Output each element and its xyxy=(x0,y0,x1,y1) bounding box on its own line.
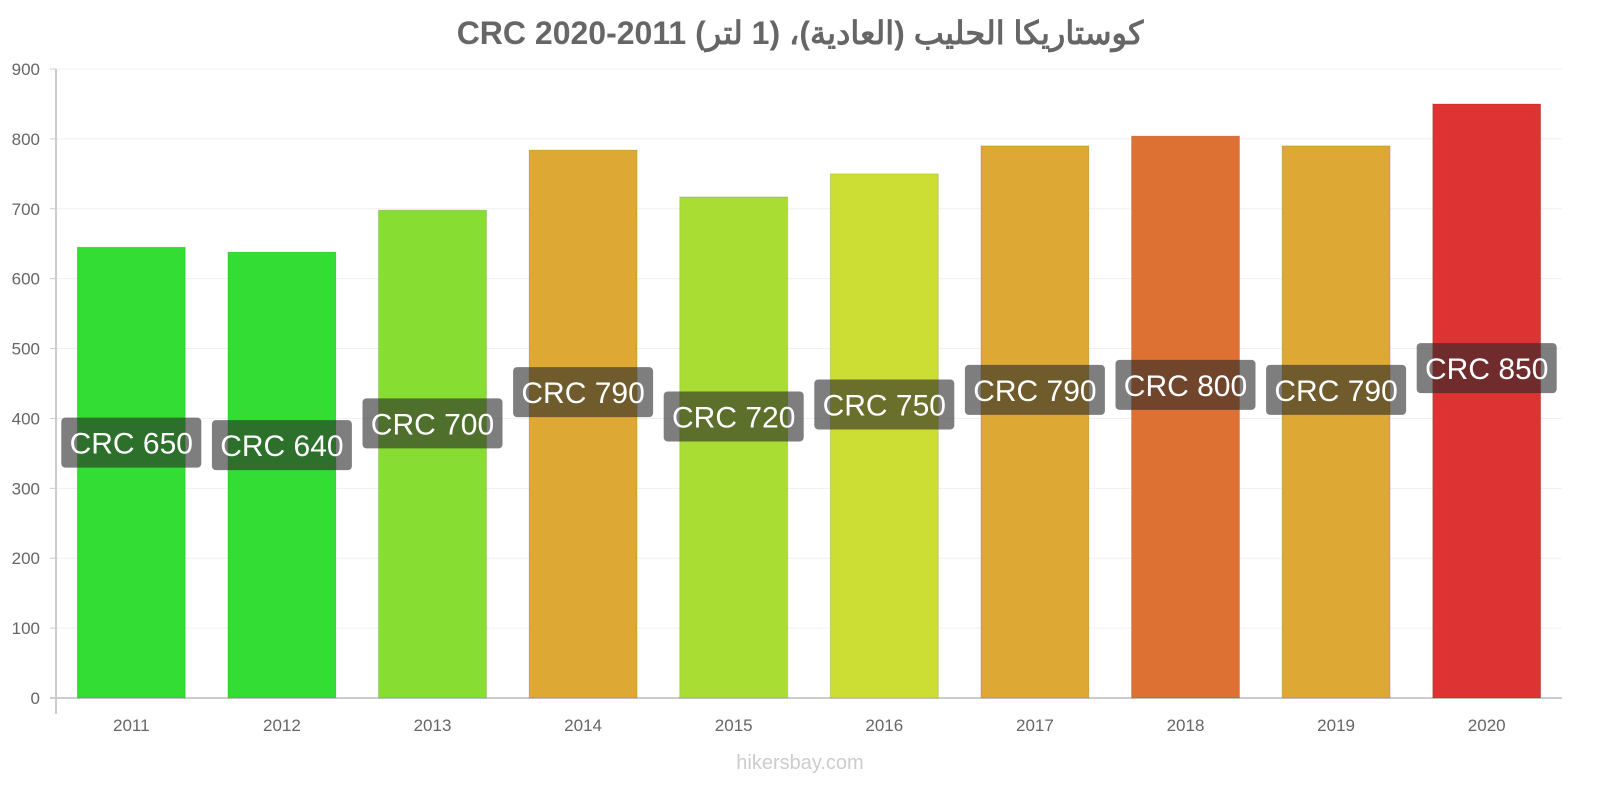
data-label: CRC 650 xyxy=(70,428,193,461)
x-tick-label: 2015 xyxy=(715,716,753,735)
bar xyxy=(829,173,939,699)
data-label-box xyxy=(61,417,202,468)
data-label-box xyxy=(1115,359,1256,410)
bar xyxy=(1281,145,1391,699)
bar xyxy=(679,196,789,699)
bar xyxy=(528,149,638,699)
y-tick-label: 200 xyxy=(12,549,40,568)
y-tick-label: 800 xyxy=(12,130,40,149)
x-tick-label: 2020 xyxy=(1468,716,1506,735)
x-tick-label: 2011 xyxy=(113,716,150,735)
y-tick-label: 600 xyxy=(12,270,40,289)
bar xyxy=(980,145,1090,699)
data-label: CRC 800 xyxy=(1124,370,1247,403)
credit-watermark: hikersbay.com xyxy=(736,752,864,774)
y-tick-label: 0 xyxy=(31,689,40,708)
data-label: CRC 720 xyxy=(672,401,795,434)
data-label: CRC 640 xyxy=(220,430,343,463)
y-tick-label: 700 xyxy=(12,200,40,219)
y-tick-label: 100 xyxy=(12,619,40,638)
x-tick-label: 2014 xyxy=(564,716,602,735)
data-label: CRC 790 xyxy=(973,375,1096,408)
x-tick-label: 2018 xyxy=(1167,716,1205,735)
y-tick-label: 400 xyxy=(12,409,40,428)
data-label: CRC 790 xyxy=(521,377,644,410)
chart-title: كوستاريكا الحليب (العادية)، (1 لتر) CRC … xyxy=(456,15,1144,51)
data-label-box xyxy=(663,391,804,442)
x-tick-label: 2019 xyxy=(1317,716,1355,735)
data-label-box xyxy=(814,379,955,430)
data-label-box xyxy=(211,420,352,471)
data-label: CRC 750 xyxy=(823,389,946,422)
bar xyxy=(1131,135,1240,699)
y-tick-label: 500 xyxy=(12,340,40,359)
x-tick-label: 2013 xyxy=(414,716,452,735)
bar xyxy=(227,251,337,699)
data-label-box xyxy=(1416,343,1557,394)
data-label-box xyxy=(1266,364,1407,415)
data-label-box xyxy=(964,364,1105,415)
data-label: CRC 700 xyxy=(371,408,494,441)
x-tick-label: 2016 xyxy=(865,716,903,735)
y-tick-label: 300 xyxy=(12,479,40,498)
bar xyxy=(76,246,186,699)
x-tick-label: 2017 xyxy=(1016,716,1054,735)
data-label-box xyxy=(362,398,503,449)
data-label-box xyxy=(513,367,654,418)
x-tick-label: 2012 xyxy=(263,716,301,735)
bar xyxy=(378,209,487,699)
data-label: CRC 850 xyxy=(1425,353,1548,386)
data-label: CRC 790 xyxy=(1274,375,1397,408)
bar xyxy=(1432,103,1542,699)
y-tick-label: 900 xyxy=(12,60,40,79)
